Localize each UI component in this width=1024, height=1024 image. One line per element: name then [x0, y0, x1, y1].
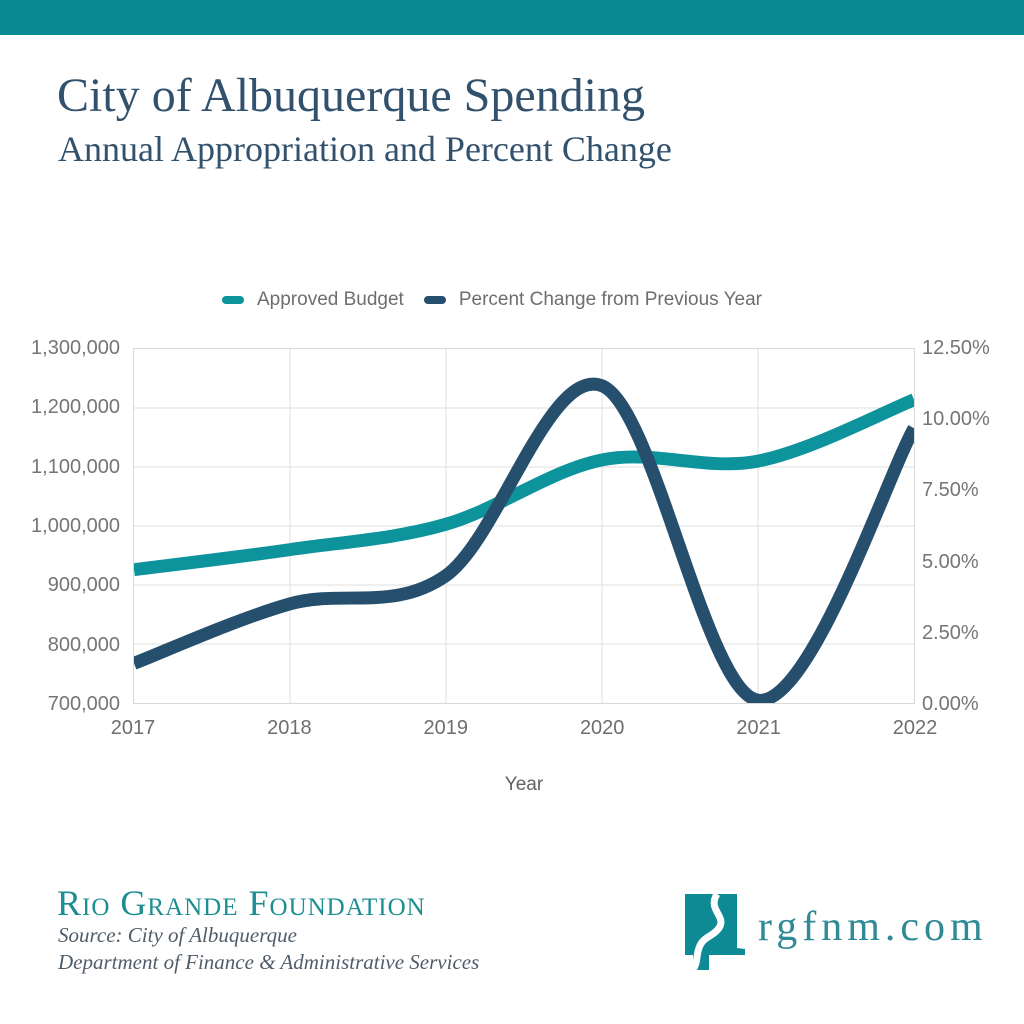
x-axis-tick: 2020	[579, 717, 625, 739]
organization-name: Rio Grande Foundation	[57, 883, 426, 923]
y-axis-tick-right: 12.50%	[922, 337, 990, 359]
x-axis-tick: 2017	[110, 717, 156, 739]
legend-label: Approved Budget	[257, 289, 404, 310]
y-axis-left-ticks: 1,300,000 1,200,000 1,100,000 1,000,000 900,…	[0, 337, 120, 715]
y-axis-tick-left: 700,000	[47, 693, 120, 715]
x-axis-tick: 2022	[892, 717, 938, 739]
y-axis-tick-right: 10.00%	[922, 408, 990, 431]
y-axis-tick-left: 1,100,000	[31, 455, 120, 478]
y-axis-tick-right: 7.50%	[922, 479, 979, 502]
website-link-text: rgfnm.com	[758, 904, 988, 950]
y-axis-tick-right: 2.50%	[922, 621, 979, 644]
y-axis-tick-right: 5.00%	[922, 550, 979, 573]
x-axis-ticks: 2017 2018 2019 2020 2021 2022	[111, 717, 938, 741]
y-axis-tick-left: 900,000	[47, 574, 120, 597]
y-axis-tick-left: 1,300,000	[31, 337, 120, 359]
chart-legend: Approved Budget Percent Change from Prev…	[222, 289, 762, 311]
line-chart-plot-area	[133, 348, 915, 704]
series-line-left	[134, 393, 914, 577]
legend-swatch-navy	[423, 296, 446, 304]
x-axis-tick: 2021	[736, 717, 781, 739]
y-axis-tick-right: 0.00%	[922, 693, 979, 715]
legend-item-approved-budget: Approved Budget	[222, 289, 404, 311]
chart-canvas	[134, 349, 914, 703]
y-axis-tick-left: 1,000,000	[31, 515, 120, 537]
page-subtitle: Annual Appropriation and Percent Change	[58, 129, 672, 169]
x-axis-tick: 2018	[267, 717, 312, 739]
x-axis-tick: 2019	[423, 717, 469, 739]
top-accent-bar	[0, 0, 1024, 35]
x-axis-title: Year	[504, 774, 544, 795]
new-mexico-river-logo-icon	[685, 892, 745, 972]
page-title: City of Albuquerque Spending	[57, 69, 645, 122]
y-axis-tick-left: 1,200,000	[31, 396, 120, 419]
legend-item-percent-change: Percent Change from Previous Year	[423, 289, 762, 311]
y-axis-right-ticks: 12.50% 10.00% 7.50% 5.00% 2.50% 0.00%	[922, 337, 1017, 715]
series-line-right	[134, 377, 914, 703]
legend-swatch-teal	[222, 296, 244, 304]
legend-label: Percent Change from Previous Year	[458, 289, 762, 310]
source-attribution-line1: Source: City of Albuquerque	[58, 923, 297, 947]
source-attribution-line2: Department of Finance & Administrative S…	[58, 950, 480, 974]
y-axis-tick-left: 800,000	[47, 633, 120, 656]
